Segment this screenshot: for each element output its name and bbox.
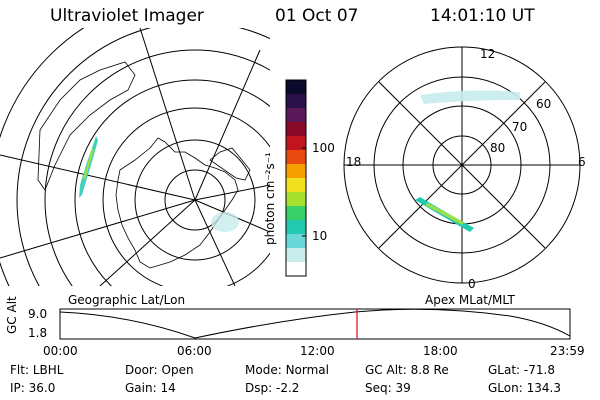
colorbar-tick-10: 10 — [312, 229, 328, 243]
info-gain: Gain: 14 — [125, 381, 176, 395]
colorbar-segment — [286, 206, 306, 221]
mlat-label-80: 80 — [490, 141, 506, 155]
colorbar-segment — [286, 234, 306, 249]
geographic-map — [0, 28, 270, 286]
info-glat: GLat: -71.8 — [488, 363, 555, 377]
colorbar-frame — [285, 79, 307, 277]
timeline-y-bottom: 1.8 — [28, 326, 48, 340]
timeline-tick-0600: 06:00 — [177, 344, 212, 358]
info-door: Door: Open — [125, 363, 194, 377]
mlt-label-0: 0 — [468, 277, 476, 291]
info-seq: Seq: 39 — [365, 381, 411, 395]
timeline-tick-0000: 00:00 — [43, 344, 78, 358]
polar-map — [343, 46, 581, 284]
timeline-tick-2359: 23:59 — [550, 344, 585, 358]
timeline-y-top: 9.0 — [28, 307, 48, 321]
colorbar-segment — [286, 178, 306, 193]
colorbar-segment — [286, 80, 306, 95]
colorbar-segment — [286, 248, 306, 263]
timeline-axis-label: GC Alt — [5, 296, 19, 334]
mlt-label-6: 6 — [578, 155, 586, 169]
colorbar-segment — [286, 122, 306, 137]
info-filter: Flt: LBHL — [10, 363, 64, 377]
observation-date: 01 Oct 07 — [275, 6, 359, 26]
colorbar-tick-100: 100 — [312, 141, 335, 155]
colorbar-segment — [286, 108, 306, 123]
color-scale-bar — [285, 79, 307, 277]
colorbar-unit-label: photon cm⁻²s⁻¹ — [263, 152, 277, 245]
colorbar-segment — [286, 262, 306, 277]
colorbar-segment — [286, 192, 306, 207]
mlt-label-12: 12 — [480, 47, 496, 61]
colorbar-segment — [286, 150, 306, 165]
altitude-timeline — [59, 308, 571, 340]
info-ip: IP: 36.0 — [10, 381, 56, 395]
timeline-tick-1800: 18:00 — [423, 344, 458, 358]
info-gc-alt: GC Alt: 8.8 Re — [365, 363, 449, 377]
colorbar-segment — [286, 94, 306, 109]
mlt-label-18: 18 — [346, 155, 362, 169]
colorbar-segment — [286, 220, 306, 235]
geographic-map-label: Geographic Lat/Lon — [68, 293, 186, 307]
timeline-tick-1200: 12:00 — [300, 344, 335, 358]
polar-map-label: Apex MLat/MLT — [425, 293, 515, 307]
observation-time: 14:01:10 UT — [430, 6, 535, 26]
colorbar-segment — [286, 164, 306, 179]
instrument-title: Ultraviolet Imager — [50, 6, 204, 26]
info-mode: Mode: Normal — [245, 363, 329, 377]
info-glon: GLon: 134.3 — [488, 381, 561, 395]
colorbar-segment — [286, 136, 306, 151]
mlat-label-60: 60 — [536, 97, 552, 111]
info-dsp: Dsp: -2.2 — [245, 381, 300, 395]
mlat-label-70: 70 — [512, 120, 528, 134]
